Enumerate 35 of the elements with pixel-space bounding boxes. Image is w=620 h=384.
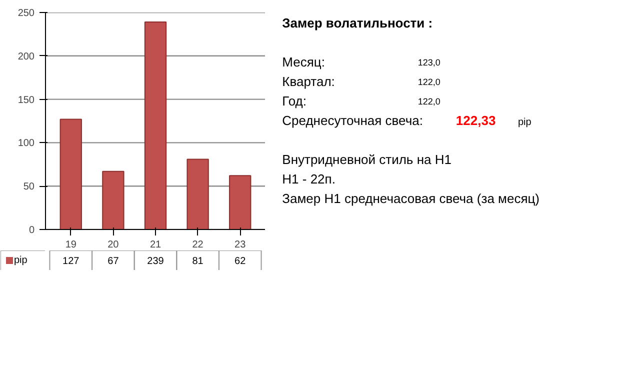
bar: [60, 118, 82, 230]
bar: [229, 175, 252, 230]
text: 123,0: [418, 57, 440, 68]
text: Замер волатильности :: [282, 16, 433, 31]
text: H1 - 22п.: [282, 171, 336, 186]
text: pip: [518, 116, 532, 128]
y-tick-label: 200: [18, 51, 35, 62]
text: 122,0: [418, 76, 440, 87]
y-tick-label: 50: [23, 182, 35, 193]
x-tick-label: 20: [108, 240, 120, 250]
text: Квартал:: [282, 74, 335, 89]
text: Среднесуточная свеча:: [282, 112, 423, 128]
x-tick-label: 22: [192, 240, 204, 250]
text: 122,0: [418, 96, 440, 106]
data-label: 62: [234, 256, 246, 267]
y-tick-label: 0: [28, 225, 35, 236]
text: Год:: [282, 93, 306, 108]
data-label: 81: [192, 256, 204, 267]
y-tick-label: 250: [18, 8, 35, 19]
y-tick-label: 150: [18, 94, 35, 106]
y-tick-label: 100: [18, 138, 35, 150]
legend-label: pip: [14, 255, 28, 266]
data-label: 239: [147, 256, 164, 267]
text: Внутридневной стиль на H1: [282, 152, 452, 167]
data-label: 67: [108, 256, 120, 267]
bar: [144, 22, 167, 230]
bar: [102, 170, 124, 230]
text: Месяц:: [282, 54, 325, 70]
x-tick-label: 21: [150, 240, 162, 250]
x-tick-label: 19: [65, 240, 77, 250]
data-label: 127: [62, 256, 80, 267]
text: 122,33: [456, 112, 496, 128]
x-tick-label: 23: [234, 240, 246, 250]
text: Замер H1 среднечасовая свеча (за месяц): [282, 190, 540, 206]
bar: [186, 158, 209, 230]
